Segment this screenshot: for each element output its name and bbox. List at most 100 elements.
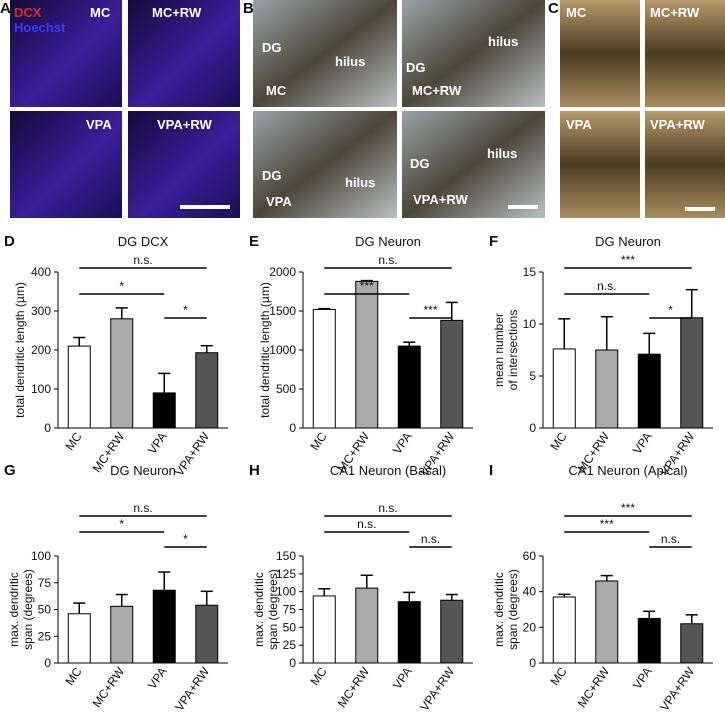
chart-title: CA1 Neuron (Apical)	[568, 463, 687, 478]
image-label: VPA	[266, 194, 292, 209]
bar-chart: G DG Neuron max. dendriticspan (degrees) 0 2…	[4, 462, 228, 714]
image-label: MC	[566, 5, 587, 20]
y-axis-label-line: max. dendritic	[492, 572, 506, 647]
bar	[552, 348, 576, 429]
panel-a: A DCX Hoechst MC MC+RW VPA VPA+RW	[0, 0, 240, 218]
chart-title: CA1 Neuron (Basal)	[330, 463, 446, 478]
bar	[110, 318, 134, 429]
chart-title: DG Neuron	[595, 234, 661, 249]
y-axis-label: max. dendriticspan (degrees)	[7, 569, 35, 650]
y-tick-label: 60	[523, 549, 537, 563]
significance-label: n.s.	[378, 501, 397, 515]
image-label: DG	[406, 60, 426, 75]
panel-letter: D	[4, 233, 15, 250]
bar	[680, 317, 704, 429]
image-label: DG	[262, 168, 282, 183]
bar	[595, 580, 619, 664]
x-tick-label: VPA	[145, 665, 170, 692]
y-tick-label: 20	[523, 620, 537, 634]
image	[560, 0, 640, 107]
image-label: hilus	[335, 54, 365, 69]
bar	[637, 617, 661, 664]
y-tick-label: 50	[283, 620, 297, 634]
image	[253, 111, 397, 218]
y-tick-label: 100	[276, 585, 296, 599]
image-label: MC+RW	[152, 5, 202, 20]
panel-letter: A	[0, 0, 11, 17]
bar	[312, 308, 336, 429]
significance-label: n.s.	[378, 253, 397, 267]
panel-b: B DG hilus MC hilus DG MC+RW DG hilus VP…	[243, 0, 545, 218]
significance-label: ***	[621, 501, 635, 515]
image-label: VPA	[566, 117, 592, 132]
image-label: hilus	[488, 34, 518, 49]
image	[560, 111, 640, 218]
bar	[680, 623, 704, 664]
y-tick-label: 25	[283, 638, 297, 652]
bar	[397, 345, 421, 429]
y-tick-label: 15	[523, 265, 537, 279]
image-label: MC+RW	[412, 83, 462, 98]
bar-chart: I CA1 Neuron (Apical) max. dendriticspan (…	[489, 462, 713, 714]
image-label: DG	[410, 156, 430, 171]
bar	[110, 605, 134, 664]
y-axis-label-line: total dendritic length (µm)	[258, 282, 272, 418]
x-tick-label: VPA+RW	[657, 664, 697, 713]
bar	[312, 595, 336, 664]
y-tick-label: 100	[31, 549, 51, 563]
image-label: hilus	[487, 146, 517, 161]
significance-label: ***	[621, 253, 635, 267]
x-tick-label: VPA	[390, 665, 415, 692]
panel-letter: F	[489, 233, 498, 250]
panel-letter: E	[249, 233, 259, 250]
image	[402, 0, 545, 107]
bar	[195, 604, 219, 664]
bar	[355, 587, 379, 664]
significance-label: *	[119, 279, 124, 293]
panel-letter: C	[548, 0, 559, 17]
y-tick-label: 0	[44, 421, 51, 435]
image	[128, 0, 240, 107]
x-tick-label: VPA	[630, 430, 655, 457]
y-tick-label: 10	[523, 317, 537, 331]
significance-label: n.s.	[357, 517, 376, 531]
image-label: VPA+RW	[413, 192, 469, 207]
stain-label: DCX	[14, 5, 42, 20]
bar	[195, 352, 219, 429]
y-axis-label: total dendritic length (µm)	[13, 282, 27, 418]
bar	[152, 392, 176, 429]
significance-label: *	[668, 303, 673, 317]
panel-letter: B	[243, 0, 254, 17]
x-tick-label: VPA	[145, 430, 170, 457]
bar	[440, 319, 464, 429]
x-tick-label: MC+RW	[335, 664, 373, 710]
bar	[67, 613, 91, 664]
y-tick-label: 40	[523, 585, 537, 599]
y-axis-label: total dendritic length (µm)	[258, 282, 272, 418]
significance-label: ***	[600, 517, 614, 531]
significance-label: ***	[360, 279, 374, 293]
image	[128, 111, 240, 218]
y-tick-label: 75	[283, 603, 297, 617]
image-label: MC	[266, 83, 287, 98]
y-axis-label: mean numberof intersections	[492, 310, 520, 391]
image-label: VPA+RW	[650, 117, 706, 132]
x-tick-label: VPA	[390, 430, 415, 457]
image	[253, 0, 397, 107]
x-tick-label: MC	[308, 664, 330, 688]
image-label: VPA	[86, 117, 112, 132]
y-tick-label: 1500	[269, 304, 296, 318]
chart-title: DG DCX	[118, 234, 169, 249]
x-tick-label: MC	[548, 429, 570, 453]
image	[10, 0, 122, 107]
y-axis-label-line: max. dendritic	[7, 572, 21, 647]
bar	[152, 589, 176, 664]
y-axis-label-line: total dendritic length (µm)	[13, 282, 27, 418]
y-tick-label: 150	[276, 549, 296, 563]
y-tick-label: 5	[529, 369, 536, 383]
y-tick-label: 25	[38, 629, 52, 643]
y-tick-label: 0	[289, 656, 296, 670]
y-axis-label: max. dendriticspan (degrees)	[252, 569, 280, 650]
y-tick-label: 75	[38, 576, 52, 590]
